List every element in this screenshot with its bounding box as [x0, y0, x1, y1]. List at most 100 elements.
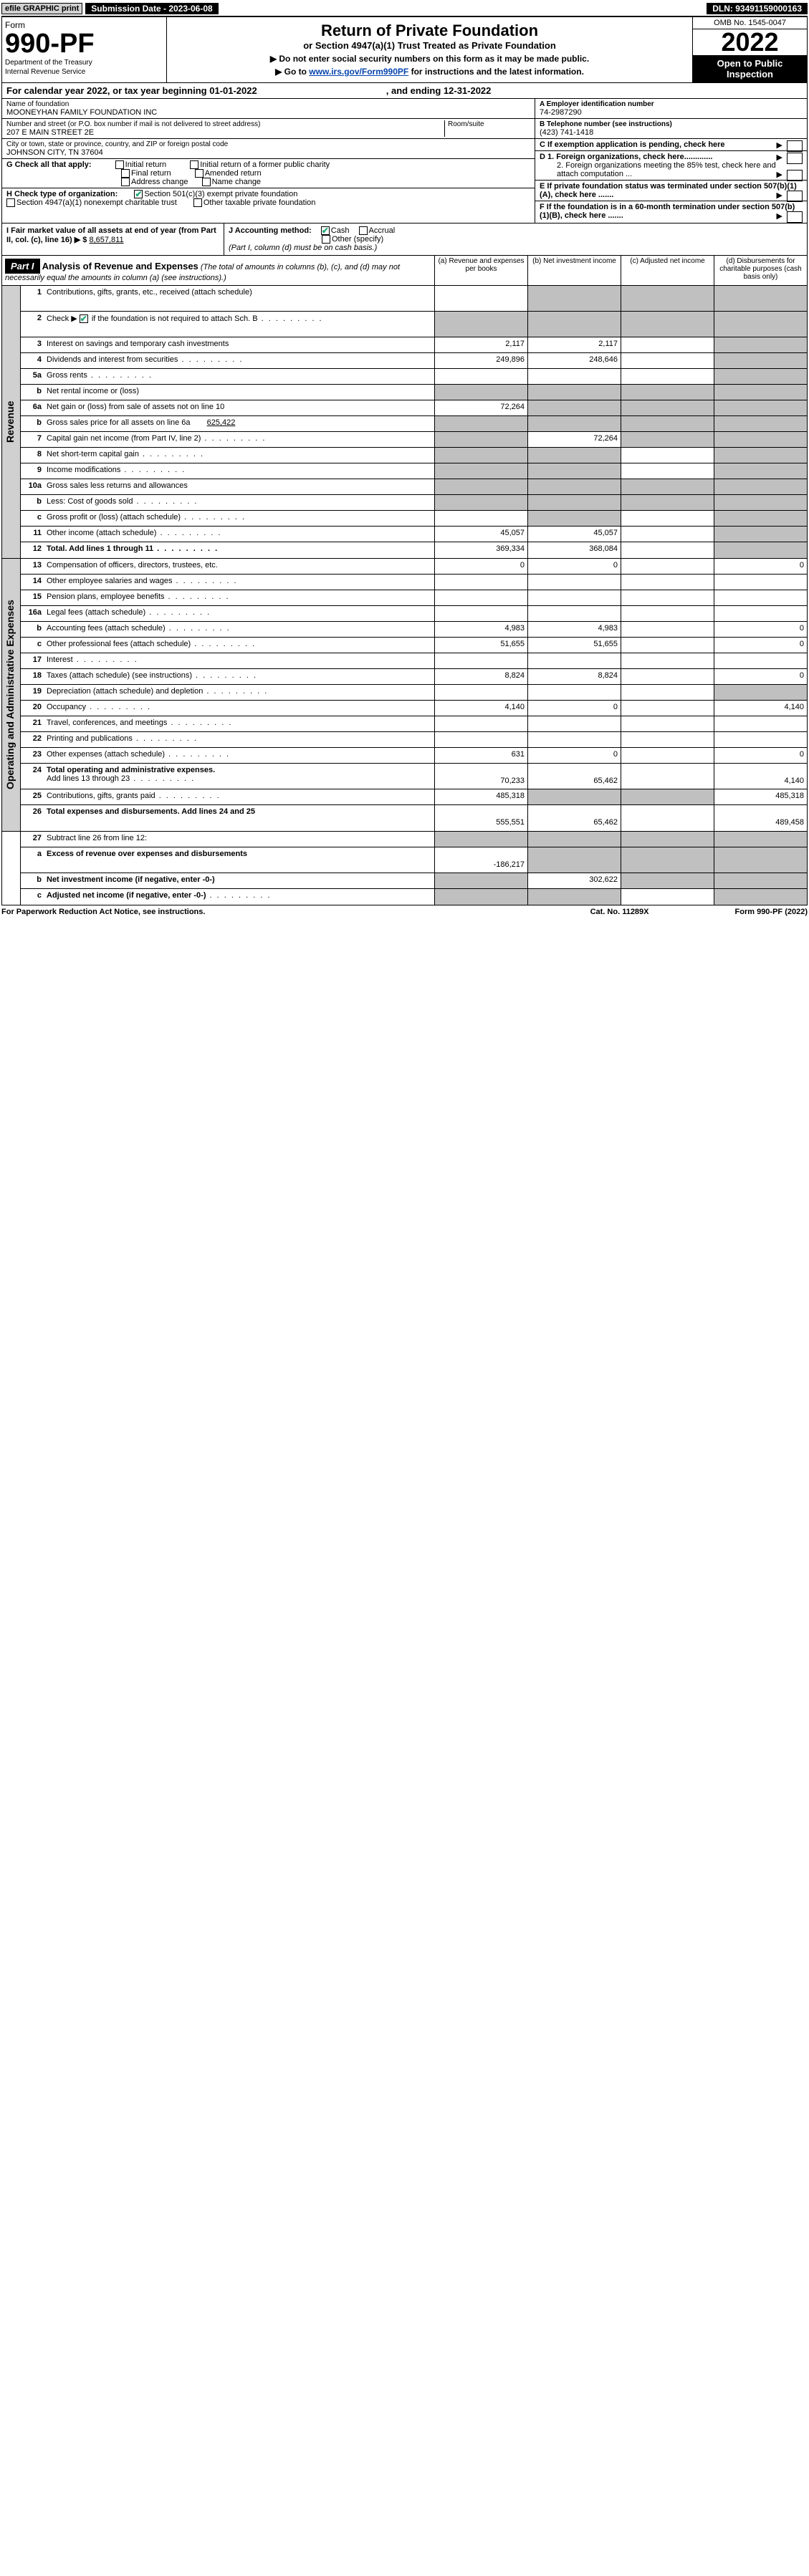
r25-text: Contributions, gifts, grants paid — [47, 792, 155, 800]
r6b-a — [434, 416, 527, 431]
r2-rest: if the foundation is not required to att… — [92, 314, 258, 323]
i-col: I Fair market value of all assets at end… — [2, 224, 224, 255]
r25-c — [621, 789, 714, 804]
name-label: Name of foundation — [6, 100, 530, 108]
d2-checkbox[interactable] — [787, 170, 803, 181]
r17-num: 17 — [21, 653, 44, 668]
r12-c — [621, 542, 714, 558]
r16c-c — [621, 638, 714, 653]
r27b-c — [621, 873, 714, 888]
r3-label: Interest on savings and temporary cash i… — [44, 337, 434, 352]
r19-a — [434, 685, 527, 700]
revenue-text: Revenue — [2, 286, 18, 558]
initial-public-checkbox[interactable] — [190, 160, 198, 169]
r5b-d — [714, 385, 807, 400]
r3-c — [621, 337, 714, 352]
r16b-label: Accounting fees (attach schedule) — [44, 622, 434, 637]
r20-c — [621, 701, 714, 716]
r4-label: Dividends and interest from securities — [44, 353, 434, 368]
r16c-text: Other professional fees (attach schedule… — [47, 640, 191, 648]
r9-label: Income modifications — [44, 463, 434, 479]
r1-a — [434, 286, 527, 311]
r4-c — [621, 353, 714, 368]
r27-label: Subtract line 26 from line 12: — [44, 832, 434, 847]
r9-c — [621, 463, 714, 479]
f-checkbox[interactable] — [787, 211, 803, 223]
city-state-zip: JOHNSON CITY, TN 37604 — [6, 148, 530, 157]
schb-checkbox[interactable] — [80, 314, 88, 323]
r27c-c — [621, 889, 714, 905]
r8-c — [621, 448, 714, 463]
subtract-section: 27Subtract line 26 from line 12: aExcess… — [1, 832, 808, 905]
c-label: C If exemption application is pending, c… — [540, 140, 725, 149]
r10c-c — [621, 511, 714, 526]
r1-b — [527, 286, 621, 311]
other-taxable-checkbox[interactable] — [193, 198, 202, 207]
r16c-label: Other professional fees (attach schedule… — [44, 638, 434, 653]
final-return-checkbox[interactable] — [121, 169, 130, 178]
initial-return-label: Initial return — [125, 160, 166, 169]
r5a-label: Gross rents — [44, 369, 434, 384]
r25-label: Contributions, gifts, grants paid — [44, 789, 434, 804]
r3-b: 2,117 — [527, 337, 621, 352]
e-checkbox[interactable] — [787, 191, 803, 202]
501c3-checkbox[interactable] — [134, 190, 143, 198]
other-method-checkbox[interactable] — [322, 235, 330, 244]
r27c-d — [714, 889, 807, 905]
r14-num: 14 — [21, 575, 44, 590]
name-change-checkbox[interactable] — [202, 178, 211, 186]
r5b-c — [621, 385, 714, 400]
r21-num: 21 — [21, 716, 44, 731]
r5a-a — [434, 369, 527, 384]
r8-text: Net short-term capital gain — [47, 450, 139, 458]
address-change-checkbox[interactable] — [121, 178, 130, 186]
r6a-num: 6a — [21, 400, 44, 415]
r27-d — [714, 832, 807, 847]
r16b-c — [621, 622, 714, 637]
initial-return-checkbox[interactable] — [115, 160, 124, 169]
r7-d — [714, 432, 807, 447]
r4-d — [714, 353, 807, 368]
r11-num: 11 — [21, 527, 44, 542]
r16b-num: b — [21, 622, 44, 637]
efile-print-button[interactable]: efile GRAPHIC print — [1, 3, 82, 14]
r12-num: 12 — [21, 542, 44, 558]
4947a1-checkbox[interactable] — [6, 198, 15, 207]
amended-return-checkbox[interactable] — [195, 169, 204, 178]
c-checkbox[interactable] — [787, 140, 803, 152]
r18-num: 18 — [21, 669, 44, 684]
d1-label: D 1. Foreign organizations, check here..… — [540, 153, 712, 161]
r6b-b — [527, 416, 621, 431]
r18-a: 8,824 — [434, 669, 527, 684]
phone-label: B Telephone number (see instructions) — [540, 120, 803, 128]
r11-b: 45,057 — [527, 527, 621, 542]
r4-a: 249,896 — [434, 353, 527, 368]
r3-a: 2,117 — [434, 337, 527, 352]
r2-a — [434, 312, 527, 337]
part1-title: Analysis of Revenue and Expenses — [42, 261, 198, 271]
r22-a — [434, 732, 527, 747]
r26-c — [621, 805, 714, 831]
i-value: 8,657,811 — [89, 236, 123, 244]
r27a-a: -186,217 — [434, 847, 527, 873]
r11-label: Other income (attach schedule) — [44, 527, 434, 542]
accrual-checkbox[interactable] — [359, 226, 368, 235]
calendar-year-row: For calendar year 2022, or tax year begi… — [1, 83, 808, 99]
r12-b: 368,084 — [527, 542, 621, 558]
r2-c — [621, 312, 714, 337]
r6b-num: b — [21, 416, 44, 431]
footer-left: For Paperwork Reduction Act Notice, see … — [1, 908, 205, 916]
r6a-b — [527, 400, 621, 415]
r27c-a — [434, 889, 527, 905]
cash-checkbox[interactable] — [321, 226, 330, 235]
r14-b — [527, 575, 621, 590]
r10b-num: b — [21, 495, 44, 510]
r8-a — [434, 448, 527, 463]
irs-link[interactable]: www.irs.gov/Form990PF — [309, 67, 408, 77]
r25-a: 485,318 — [434, 789, 527, 804]
d1-checkbox[interactable] — [787, 153, 803, 164]
r15-text: Pension plans, employee benefits — [47, 592, 165, 601]
r12-label: Total. Add lines 1 through 11 — [44, 542, 434, 558]
r2-label: Check ▶ if the foundation is not require… — [44, 312, 434, 337]
r27-b — [527, 832, 621, 847]
